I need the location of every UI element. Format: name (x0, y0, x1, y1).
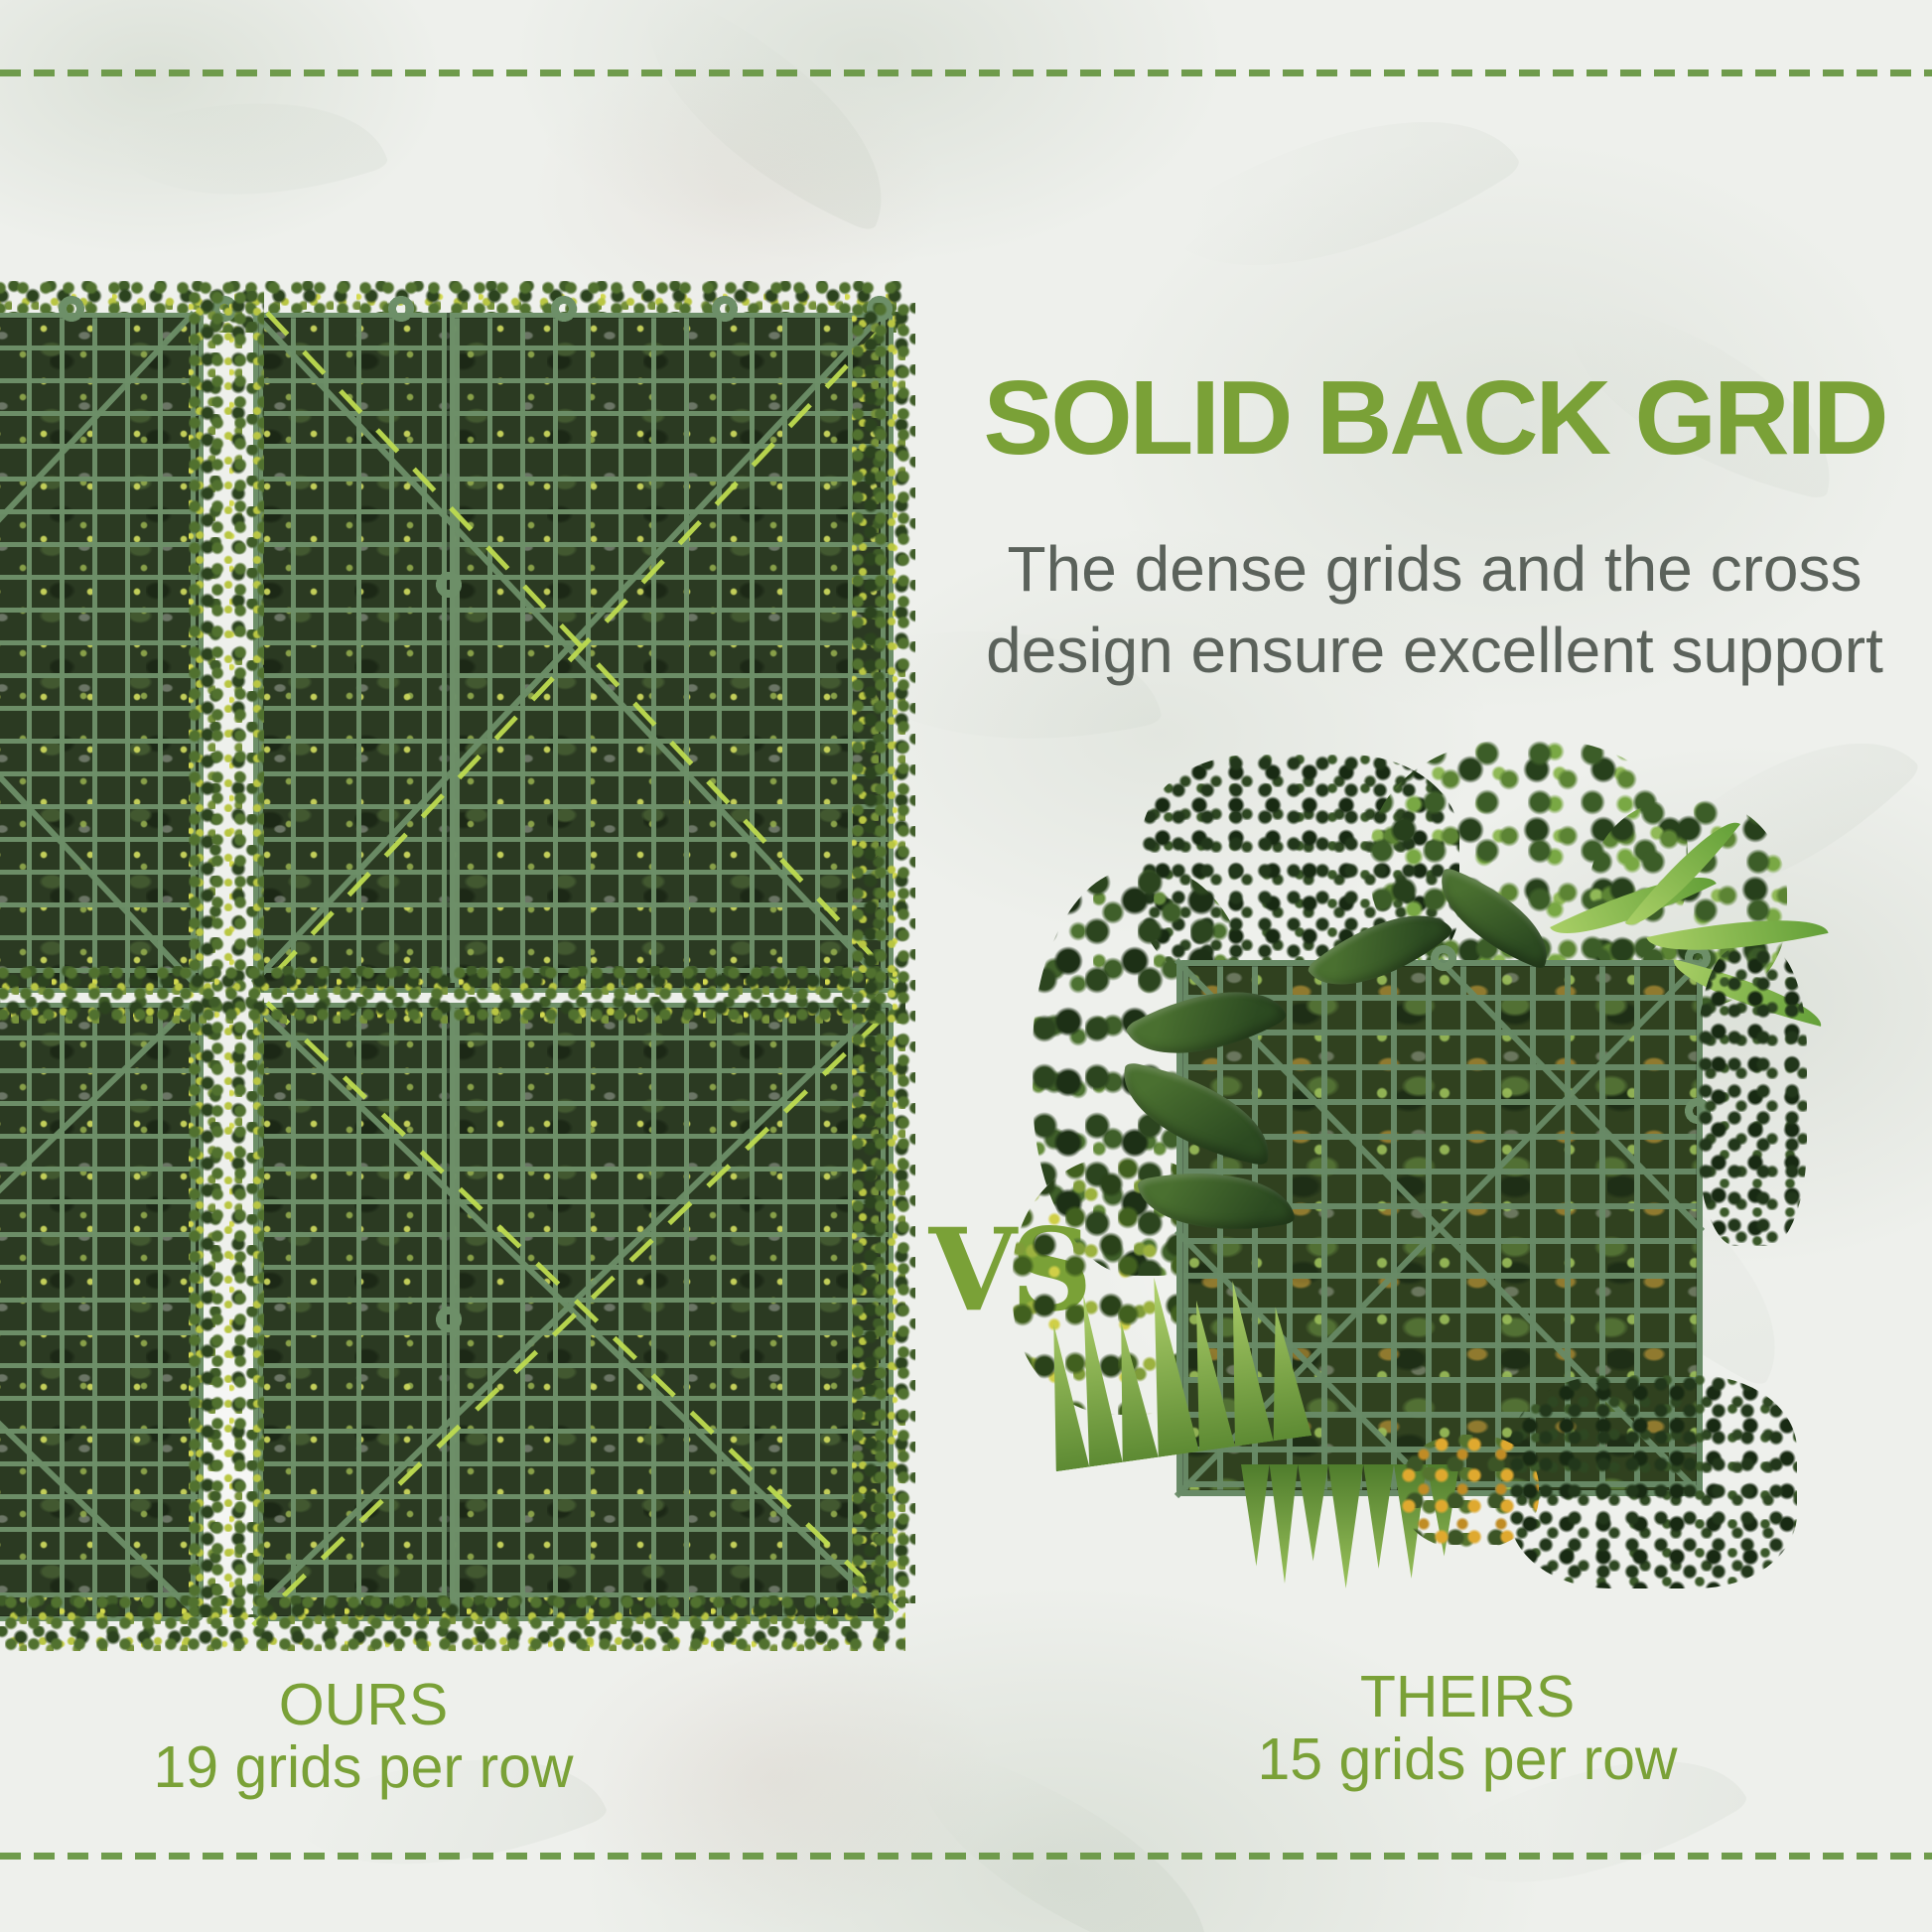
dashed-divider-bottom (0, 1853, 1932, 1860)
foliage-fringe-seam-vertical (189, 291, 264, 1617)
dashed-divider-top (0, 69, 1932, 76)
background-leaf (106, 52, 390, 246)
mounting-tab-icon (387, 295, 415, 323)
cross-design-highlight (251, 311, 899, 1627)
foliage-bush-fern (1698, 948, 1807, 1246)
background-leaf (600, 0, 929, 233)
label-theirs-detail: 15 grids per row (1257, 1726, 1678, 1792)
mounting-tab-icon (435, 571, 463, 599)
mounting-tab-icon (711, 295, 739, 323)
background-leaf (1158, 41, 1523, 346)
foliage-bush-fern (1509, 1375, 1797, 1588)
mounting-tab-icon (58, 295, 85, 323)
mounting-tab-icon (435, 1306, 463, 1333)
subtitle-line-2: design ensure excellent support (986, 615, 1883, 686)
grid-diagonal-braces (0, 310, 899, 1627)
foliage-fringe-bottom (0, 1595, 905, 1651)
page-title: SOLID BACK GRID (983, 359, 1889, 477)
product-theirs-panel (1013, 740, 1829, 1593)
subtitle-line-1: The dense grids and the cross (1007, 533, 1863, 605)
mounting-tab-icon (1430, 944, 1457, 972)
label-ours-detail: 19 grids per row (153, 1734, 574, 1800)
label-ours: OURS 19 grids per row (66, 1674, 661, 1799)
foliage-fringe-seam-horizontal (0, 966, 905, 1024)
grid-reinforcement-bar (442, 313, 456, 983)
mounting-tab-icon (550, 295, 578, 323)
label-theirs: THEIRS 15 grids per row (1170, 1666, 1765, 1791)
label-ours-name: OURS (278, 1672, 449, 1737)
grid-tile-bottom-left (0, 1003, 204, 1621)
product-ours-panel (0, 273, 928, 1663)
foliage-fringe-right (852, 303, 915, 1603)
subtitle: The dense grids and the cross design ens… (928, 528, 1932, 691)
label-theirs-name: THEIRS (1359, 1664, 1576, 1729)
